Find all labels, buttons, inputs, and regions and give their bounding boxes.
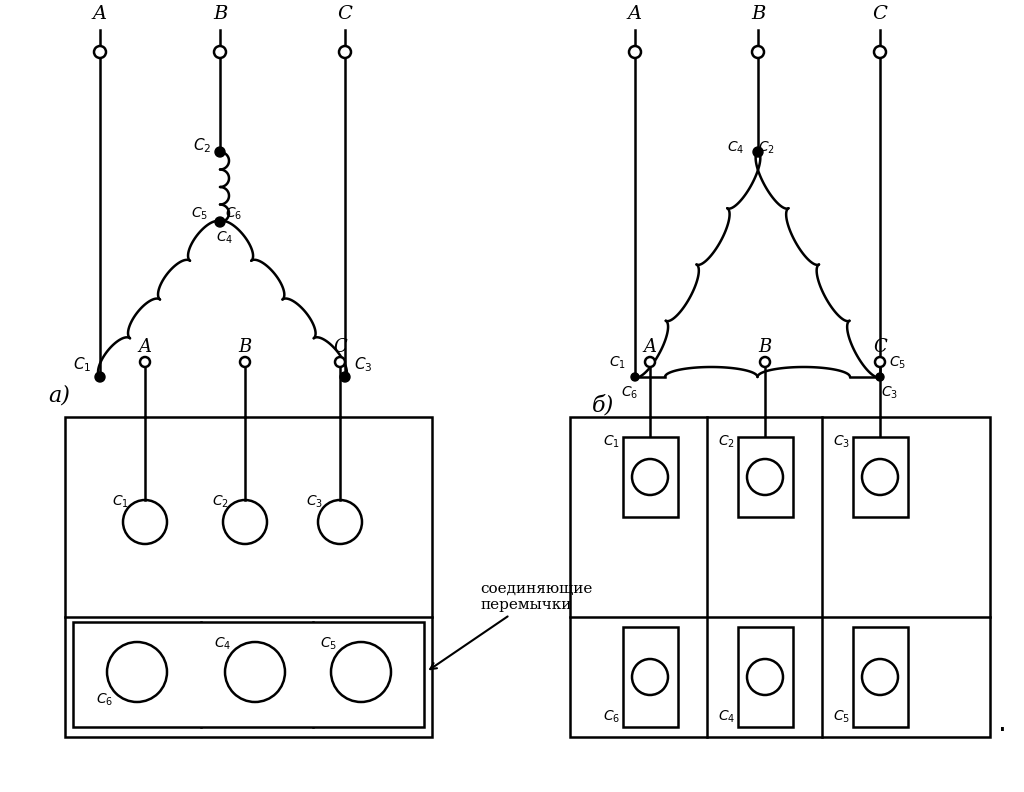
Text: $C_1$: $C_1$ xyxy=(112,493,128,510)
Circle shape xyxy=(645,357,655,367)
Circle shape xyxy=(94,46,106,58)
Text: а): а) xyxy=(48,384,70,406)
Text: соединяющие
перемычки: соединяющие перемычки xyxy=(430,582,592,669)
Circle shape xyxy=(876,373,884,381)
Circle shape xyxy=(340,372,350,382)
Circle shape xyxy=(214,46,226,58)
Bar xyxy=(853,627,908,727)
Text: $C_4$: $C_4$ xyxy=(214,636,231,652)
Circle shape xyxy=(215,147,225,157)
Text: $C_4$: $C_4$ xyxy=(718,709,735,725)
Text: $C_5$: $C_5$ xyxy=(191,206,209,223)
Circle shape xyxy=(874,357,885,367)
Text: C: C xyxy=(873,338,887,356)
Text: $C_2$: $C_2$ xyxy=(212,493,228,510)
Circle shape xyxy=(752,46,764,58)
Text: A: A xyxy=(643,338,656,356)
Text: $C_2$: $C_2$ xyxy=(193,137,211,155)
Text: A: A xyxy=(138,338,152,356)
Text: $C_3$: $C_3$ xyxy=(353,356,373,375)
Text: B: B xyxy=(213,5,227,23)
Text: $C_5$: $C_5$ xyxy=(321,636,338,652)
Text: $C_1$: $C_1$ xyxy=(603,434,620,450)
Text: .: . xyxy=(997,709,1007,737)
Text: $C_6$: $C_6$ xyxy=(603,709,620,725)
Text: б): б) xyxy=(592,394,614,416)
Bar xyxy=(623,627,678,727)
Text: A: A xyxy=(93,5,108,23)
Circle shape xyxy=(753,147,763,157)
Text: $C_6$: $C_6$ xyxy=(622,385,639,402)
Bar xyxy=(738,627,793,727)
Text: $C_5$: $C_5$ xyxy=(833,709,850,725)
Bar xyxy=(570,417,990,737)
Bar xyxy=(73,622,424,727)
Text: A: A xyxy=(628,5,642,23)
Circle shape xyxy=(215,217,225,227)
Bar xyxy=(853,437,908,517)
Circle shape xyxy=(631,373,639,381)
Circle shape xyxy=(140,357,150,367)
Text: $C_1$: $C_1$ xyxy=(608,355,626,371)
Text: C: C xyxy=(333,338,347,356)
Text: $C_6$: $C_6$ xyxy=(225,206,243,223)
Text: $C_4$: $C_4$ xyxy=(216,230,233,246)
Circle shape xyxy=(335,357,345,367)
Circle shape xyxy=(760,357,770,367)
Text: $C_3$: $C_3$ xyxy=(882,385,898,402)
Bar xyxy=(65,417,432,737)
Text: $C_3$: $C_3$ xyxy=(306,493,324,510)
Text: $C_2$: $C_2$ xyxy=(758,140,774,156)
Bar xyxy=(738,437,793,517)
Text: B: B xyxy=(239,338,252,356)
Text: $C_5$: $C_5$ xyxy=(890,355,906,371)
Text: B: B xyxy=(751,5,765,23)
Text: $C_2$: $C_2$ xyxy=(718,434,735,450)
Circle shape xyxy=(629,46,641,58)
Circle shape xyxy=(95,372,105,382)
Circle shape xyxy=(874,46,886,58)
Circle shape xyxy=(339,46,351,58)
Text: C: C xyxy=(872,5,888,23)
Text: $C_3$: $C_3$ xyxy=(833,434,850,450)
Bar xyxy=(623,437,678,517)
Text: $C_6$: $C_6$ xyxy=(96,691,114,708)
Circle shape xyxy=(240,357,250,367)
Text: C: C xyxy=(338,5,352,23)
Text: $C_4$: $C_4$ xyxy=(727,140,744,156)
Text: B: B xyxy=(759,338,772,356)
Text: $C_1$: $C_1$ xyxy=(73,356,91,375)
